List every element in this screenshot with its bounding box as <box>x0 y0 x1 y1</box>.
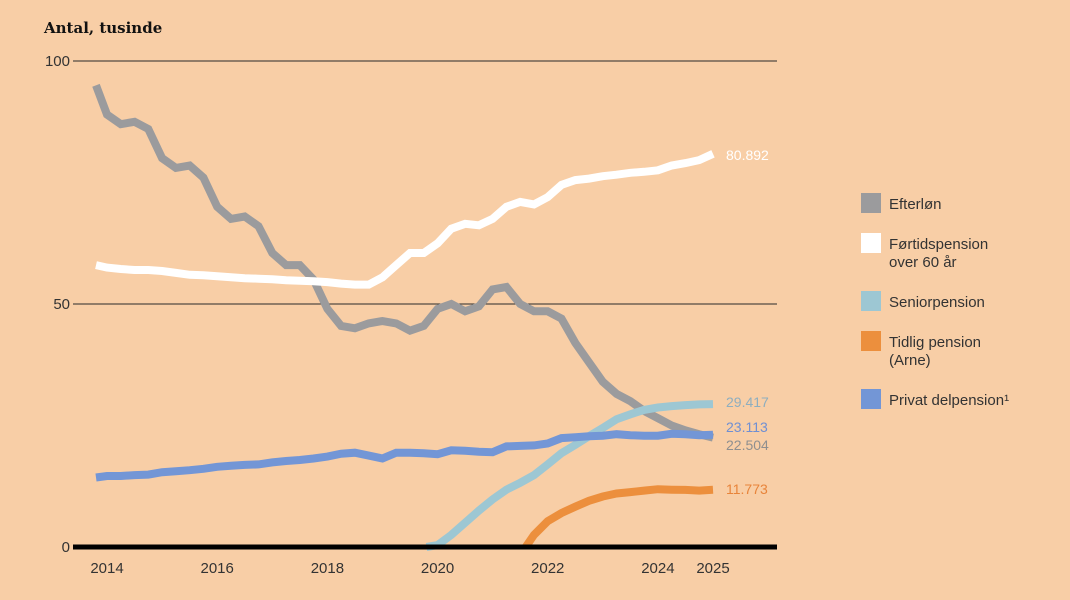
legend-label-3: Seniorpension <box>889 294 985 311</box>
x-axis-ticks: 2014 2016 2018 2020 2022 2024 2025 <box>90 560 729 577</box>
legend-swatch-5 <box>861 389 881 409</box>
x-tick-label-2022: 2022 <box>531 560 564 577</box>
x-tick-label-2024: 2024 <box>641 560 674 577</box>
legend-swatch-3 <box>861 291 881 311</box>
gridlines <box>73 60 777 305</box>
legend-swatch-2 <box>861 233 881 253</box>
series-line-2 <box>95 150 715 289</box>
series-line-4 <box>522 485 714 550</box>
end-label-series-2: 80.892 <box>726 147 769 163</box>
legend-label-5: Privat delpension¹ <box>889 392 1009 409</box>
series-lines <box>92 83 715 551</box>
legend: Efterløn Førtidspension over 60 år Seniorpe… <box>861 193 1009 409</box>
series-end-labels: 22.504 80.892 29.417 11.773 23.113 <box>726 147 769 497</box>
zero-axis-line <box>73 544 777 550</box>
x-tick-label-2014: 2014 <box>90 560 123 577</box>
x-axis-baseline <box>73 544 777 550</box>
legend-swatch-4 <box>861 331 881 351</box>
x-tick-label-2016: 2016 <box>201 560 234 577</box>
y-tick-label-50: 50 <box>53 296 70 313</box>
legend-swatch-1 <box>861 193 881 213</box>
series-line-3 <box>425 400 714 551</box>
series-line-1 <box>92 83 714 442</box>
legend-label-1: Efterløn <box>889 196 942 213</box>
x-tick-label-2025: 2025 <box>696 560 729 577</box>
chart-title: Antal, tusinde <box>43 19 162 37</box>
x-tick-label-2018: 2018 <box>311 560 344 577</box>
x-tick-label-2020: 2020 <box>421 560 454 577</box>
series-line-5 <box>95 429 714 482</box>
end-label-series-3: 29.417 <box>726 394 769 410</box>
y-tick-label-0: 0 <box>62 539 70 556</box>
end-label-series-4: 11.773 <box>726 481 768 497</box>
legend-label-4: Tidlig pension (Arne) <box>889 334 981 369</box>
y-axis-ticks: 0 50 100 <box>45 53 70 556</box>
end-label-series-1: 22.504 <box>726 437 769 453</box>
end-label-series-5: 23.113 <box>726 419 768 435</box>
y-tick-label-100: 100 <box>45 53 70 70</box>
legend-label-2: Førtidspension over 60 år <box>889 236 988 271</box>
